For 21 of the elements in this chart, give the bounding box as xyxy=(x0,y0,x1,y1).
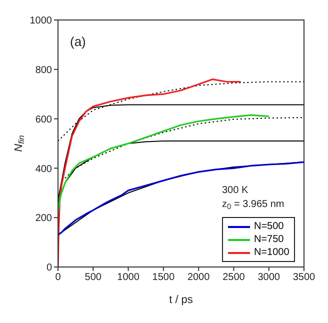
x-tick-label: 500 xyxy=(84,272,102,284)
x-tick-label: 3000 xyxy=(258,272,280,284)
y-tick-label: 400 xyxy=(35,164,52,175)
y-tick-label: 200 xyxy=(35,213,52,224)
x-tick-label: 2500 xyxy=(222,272,246,284)
x-axis-title: t / ps xyxy=(169,294,194,306)
annotation: z$_{0}$ = 3.965 nm xyxy=(222,199,284,212)
y-tick-label: 1000 xyxy=(30,16,52,27)
y-tick-label: 600 xyxy=(35,114,52,126)
x-tick-label: 3500 xyxy=(292,272,316,284)
annotation: 300 K xyxy=(222,185,248,196)
x-tick-label: 2000 xyxy=(187,272,210,284)
x-tick-label: 0 xyxy=(55,272,62,284)
y-tick-label: 0 xyxy=(46,262,52,274)
annotation: (a) xyxy=(70,34,86,49)
legend-label: N=750 xyxy=(254,233,284,246)
y-tick-label: 800 xyxy=(35,64,52,76)
legend-label: N=1000 xyxy=(254,246,290,259)
x-tick-label: 1000 xyxy=(117,272,140,284)
legend-label: N=500 xyxy=(254,220,284,233)
x-tick-label: 1500 xyxy=(152,272,175,284)
